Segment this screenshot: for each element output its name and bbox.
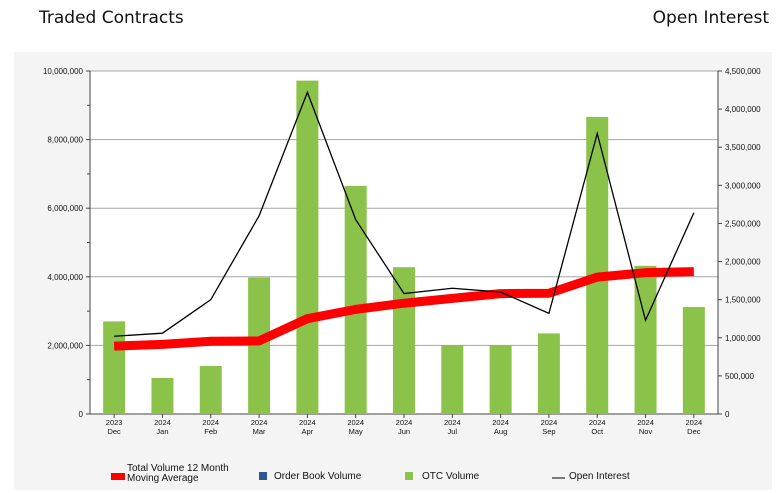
open-interest-line xyxy=(114,90,695,337)
x-axis-year-label: 2024 xyxy=(154,418,171,427)
x-axis-month-label: Dec xyxy=(687,427,701,436)
chart-panel: 0 2,000,000 4,000,000 6,000,000 8,000,000 10,… xyxy=(14,52,772,490)
x-axis-year-label: 2024 xyxy=(686,418,703,427)
legend-label-open-interest: Open Interest xyxy=(569,471,630,482)
otc-volume-bar xyxy=(682,306,705,414)
x-axis-year-label: 2024 xyxy=(541,418,558,427)
legend-swatch-moving-average xyxy=(111,473,125,480)
right-axis-tick-label: 4,000,000 xyxy=(725,105,761,114)
legend-label-moving-average: Total Volume 12 Month xyxy=(127,463,229,474)
x-axis-month-label: Oct xyxy=(591,427,604,436)
left-axis-tick-label: 10,000,000 xyxy=(43,67,84,76)
right-axis-tick-label: 1,500,000 xyxy=(725,296,761,305)
left-axis-tick-label: 0 xyxy=(79,410,84,419)
x-axis-month-label: Jul xyxy=(448,427,458,436)
right-axis-tick-label: 0 xyxy=(725,410,730,419)
right-axis-title: Open Interest xyxy=(652,8,769,28)
legend-label-order-book: Order Book Volume xyxy=(274,471,362,482)
moving-average-line xyxy=(113,267,694,351)
x-axis-month-label: Nov xyxy=(639,427,653,436)
legend-swatch-order-book xyxy=(259,472,267,480)
otc-volume-bar xyxy=(441,345,464,414)
otc-volume-bar xyxy=(586,116,609,414)
right-axis-tick-label: 4,500,000 xyxy=(725,67,761,76)
x-axis-year-label: 2024 xyxy=(396,418,413,427)
x-axis-month-label: Jun xyxy=(398,427,410,436)
left-axis-tick-label: 8,000,000 xyxy=(47,136,83,145)
x-axis-year-label: 2024 xyxy=(347,418,364,427)
x-axis-year-label: 2024 xyxy=(589,418,606,427)
right-axis-tick-label: 3,500,000 xyxy=(725,143,761,152)
right-axis-tick-label: 3,000,000 xyxy=(725,181,761,190)
otc-volume-bar xyxy=(393,267,415,414)
legend-swatch-otc xyxy=(405,472,413,480)
x-axis-month-label: Mar xyxy=(253,427,266,436)
x-axis-month-label: Jan xyxy=(156,427,168,436)
x-axis-year-label: 2023 xyxy=(106,418,123,427)
x-axis-month-label: Sep xyxy=(542,427,555,436)
chart-svg: 0 2,000,000 4,000,000 6,000,000 8,000,000 10,… xyxy=(43,67,761,484)
x-axis-year-label: 2024 xyxy=(492,418,509,427)
legend-label-moving-average: Moving Average xyxy=(127,473,199,484)
left-axis-tick-label: 4,000,000 xyxy=(47,273,83,282)
x-axis-month-label: May xyxy=(349,427,363,436)
otc-volume-bar xyxy=(151,377,174,414)
x-axis-year-label: 2024 xyxy=(251,418,268,427)
x-axis-year-label: 2024 xyxy=(202,418,219,427)
x-axis-month-label: Aug xyxy=(494,427,507,436)
right-axis-tick-label: 2,000,000 xyxy=(725,258,761,267)
left-axis-tick-label: 6,000,000 xyxy=(47,204,83,213)
otc-volume-bar xyxy=(537,333,560,414)
x-axis-year-label: 2024 xyxy=(637,418,654,427)
otc-volume-bar xyxy=(634,265,657,414)
x-axis-month-label: Dec xyxy=(107,427,121,436)
otc-volume-bar xyxy=(248,277,271,414)
x-axis-year-label: 2024 xyxy=(299,418,316,427)
otc-volume-bar xyxy=(489,345,512,414)
right-axis-tick-label: 500,000 xyxy=(725,372,754,381)
otc-volume-bar xyxy=(296,80,319,414)
right-axis-tick-label: 2,500,000 xyxy=(725,219,761,228)
x-axis-month-label: Feb xyxy=(204,427,217,436)
left-axis-tick-label: 2,000,000 xyxy=(47,341,83,350)
legend-label-otc: OTC Volume xyxy=(422,471,480,482)
left-axis-title: Traded Contracts xyxy=(39,8,184,28)
otc-volume-bar xyxy=(199,365,222,414)
x-axis-month-label: Apr xyxy=(302,427,314,436)
right-axis-tick-label: 1,000,000 xyxy=(725,334,761,343)
x-axis-year-label: 2024 xyxy=(444,418,461,427)
otc-volume-bar xyxy=(344,185,367,414)
